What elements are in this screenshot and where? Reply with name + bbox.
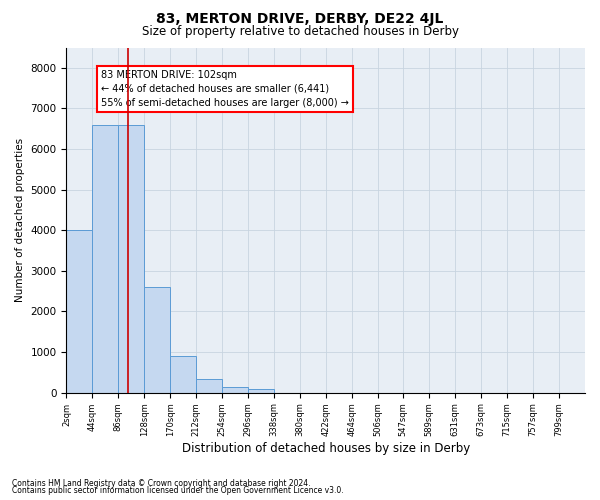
Text: Size of property relative to detached houses in Derby: Size of property relative to detached ho…	[142, 25, 458, 38]
Bar	[196, 378, 222, 392]
Y-axis label: Number of detached properties: Number of detached properties	[15, 138, 25, 302]
X-axis label: Distribution of detached houses by size in Derby: Distribution of detached houses by size …	[182, 442, 470, 455]
Bar	[92, 124, 118, 392]
Bar	[144, 287, 170, 393]
Text: 83 MERTON DRIVE: 102sqm
← 44% of detached houses are smaller (6,441)
55% of semi: 83 MERTON DRIVE: 102sqm ← 44% of detache…	[101, 70, 349, 108]
Bar	[248, 388, 274, 392]
Bar	[222, 386, 248, 392]
Text: Contains public sector information licensed under the Open Government Licence v3: Contains public sector information licen…	[12, 486, 344, 495]
Bar	[67, 230, 92, 392]
Bar	[170, 356, 196, 393]
Bar	[118, 124, 144, 392]
Text: 83, MERTON DRIVE, DERBY, DE22 4JL: 83, MERTON DRIVE, DERBY, DE22 4JL	[157, 12, 443, 26]
Text: Contains HM Land Registry data © Crown copyright and database right 2024.: Contains HM Land Registry data © Crown c…	[12, 478, 311, 488]
